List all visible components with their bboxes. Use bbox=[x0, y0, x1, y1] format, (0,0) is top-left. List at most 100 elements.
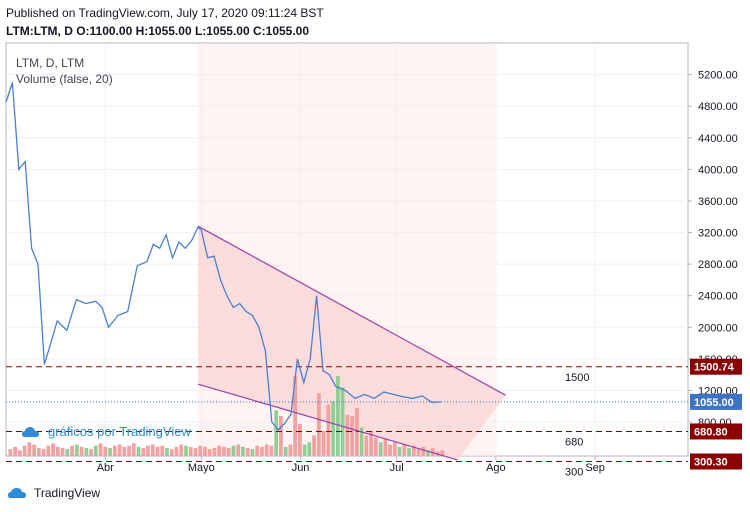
price-point bbox=[265, 350, 266, 351]
price-badge bbox=[690, 423, 742, 440]
price-point bbox=[310, 358, 311, 359]
price-point bbox=[207, 257, 208, 258]
price-point bbox=[233, 307, 234, 308]
volume-bar bbox=[98, 443, 103, 456]
cloud-icon bbox=[22, 426, 39, 437]
volume-bar bbox=[160, 445, 165, 456]
volume-bar bbox=[79, 446, 84, 456]
volume-bar bbox=[150, 444, 155, 456]
volume-bar bbox=[321, 430, 326, 456]
price-point bbox=[201, 230, 202, 231]
price-point bbox=[37, 264, 38, 265]
price-point bbox=[172, 257, 173, 258]
volume-bar bbox=[174, 446, 179, 456]
x-tick-label: Jun bbox=[292, 462, 310, 474]
y-tick-label: 2800.00 bbox=[698, 259, 738, 271]
volume-bar bbox=[60, 448, 65, 456]
price-point bbox=[178, 241, 179, 242]
price-point bbox=[137, 265, 138, 266]
price-point bbox=[441, 401, 442, 402]
volume-bar bbox=[335, 376, 340, 456]
price-badge-label: 1055.00 bbox=[694, 397, 734, 409]
price-point bbox=[335, 386, 336, 387]
price-point bbox=[214, 256, 215, 257]
price-badge bbox=[690, 393, 742, 410]
symbol-legend: LTM, D, LTM bbox=[16, 56, 85, 70]
volume-bar bbox=[373, 437, 378, 456]
channel-lower-line bbox=[197, 383, 458, 461]
volume-bar bbox=[70, 445, 74, 456]
volume-bar bbox=[8, 449, 13, 456]
volume-bar bbox=[41, 449, 46, 456]
volume-bar bbox=[155, 446, 160, 456]
volume-bar bbox=[397, 446, 402, 456]
volume-bar bbox=[51, 443, 55, 456]
volume-bar bbox=[36, 448, 41, 456]
volume-bar bbox=[440, 450, 445, 456]
price-point bbox=[127, 311, 128, 312]
volume-bar bbox=[17, 450, 22, 456]
y-tick-label: 5200.00 bbox=[698, 70, 738, 82]
volume-bar bbox=[388, 444, 392, 456]
price-point bbox=[76, 299, 77, 300]
volume-bar bbox=[117, 444, 122, 456]
price-point bbox=[329, 374, 330, 375]
price-point bbox=[108, 327, 109, 328]
volume-bar bbox=[302, 444, 307, 456]
price-badge-label: 300.30 bbox=[694, 457, 728, 469]
price-point bbox=[117, 315, 118, 316]
volume-bar bbox=[260, 446, 264, 456]
volume-bar bbox=[198, 445, 203, 456]
volume-bar bbox=[364, 435, 369, 456]
price-point bbox=[258, 327, 259, 328]
volume-bar bbox=[112, 445, 117, 456]
volume-bar bbox=[65, 449, 70, 456]
price-point bbox=[153, 244, 154, 245]
y-tick-label: 2400.00 bbox=[698, 291, 738, 303]
price-point bbox=[278, 429, 279, 430]
price-point bbox=[345, 390, 346, 391]
channel-fill bbox=[198, 226, 506, 460]
brand[interactable]: TradingView bbox=[8, 486, 100, 500]
volume-bar bbox=[383, 438, 388, 456]
y-tick-label: 4800.00 bbox=[698, 101, 738, 113]
volume-bar bbox=[217, 445, 222, 456]
volume-bar bbox=[136, 446, 141, 456]
volume-bar bbox=[331, 401, 335, 456]
price-point bbox=[322, 370, 323, 371]
volume-bar bbox=[122, 446, 127, 456]
volume-bar bbox=[13, 446, 17, 456]
volume-bar bbox=[317, 393, 321, 456]
volume-bar bbox=[283, 446, 288, 456]
price-point bbox=[226, 295, 227, 296]
volume-bar bbox=[359, 427, 364, 456]
volume-bar bbox=[255, 445, 260, 456]
volume-bar bbox=[241, 446, 245, 456]
volume-bar bbox=[421, 446, 426, 456]
volume-bar bbox=[32, 444, 36, 456]
price-point bbox=[239, 303, 240, 304]
volume-bar bbox=[416, 449, 421, 456]
price-point bbox=[271, 421, 272, 422]
volume-bar bbox=[369, 430, 373, 456]
x-tick-label: Mayo bbox=[188, 462, 215, 474]
volume-bar bbox=[127, 445, 131, 456]
price-point bbox=[146, 261, 147, 262]
y-tick-label: 3600.00 bbox=[698, 196, 738, 208]
volume-bar bbox=[84, 448, 89, 456]
price-point bbox=[165, 234, 166, 235]
price-point bbox=[303, 382, 304, 383]
price-point bbox=[12, 82, 13, 83]
price-point bbox=[31, 248, 32, 249]
price-point bbox=[85, 303, 86, 304]
volume-bar bbox=[212, 448, 217, 456]
volume-bar bbox=[22, 445, 27, 456]
volume-bar bbox=[93, 445, 98, 456]
price-point bbox=[431, 402, 432, 403]
price-point bbox=[185, 248, 186, 249]
published-line: Published on TradingView.com, July 17, 2… bbox=[6, 6, 324, 20]
price-point bbox=[66, 330, 67, 331]
tradingview-logo-icon bbox=[8, 488, 26, 498]
volume-bar bbox=[350, 416, 354, 456]
